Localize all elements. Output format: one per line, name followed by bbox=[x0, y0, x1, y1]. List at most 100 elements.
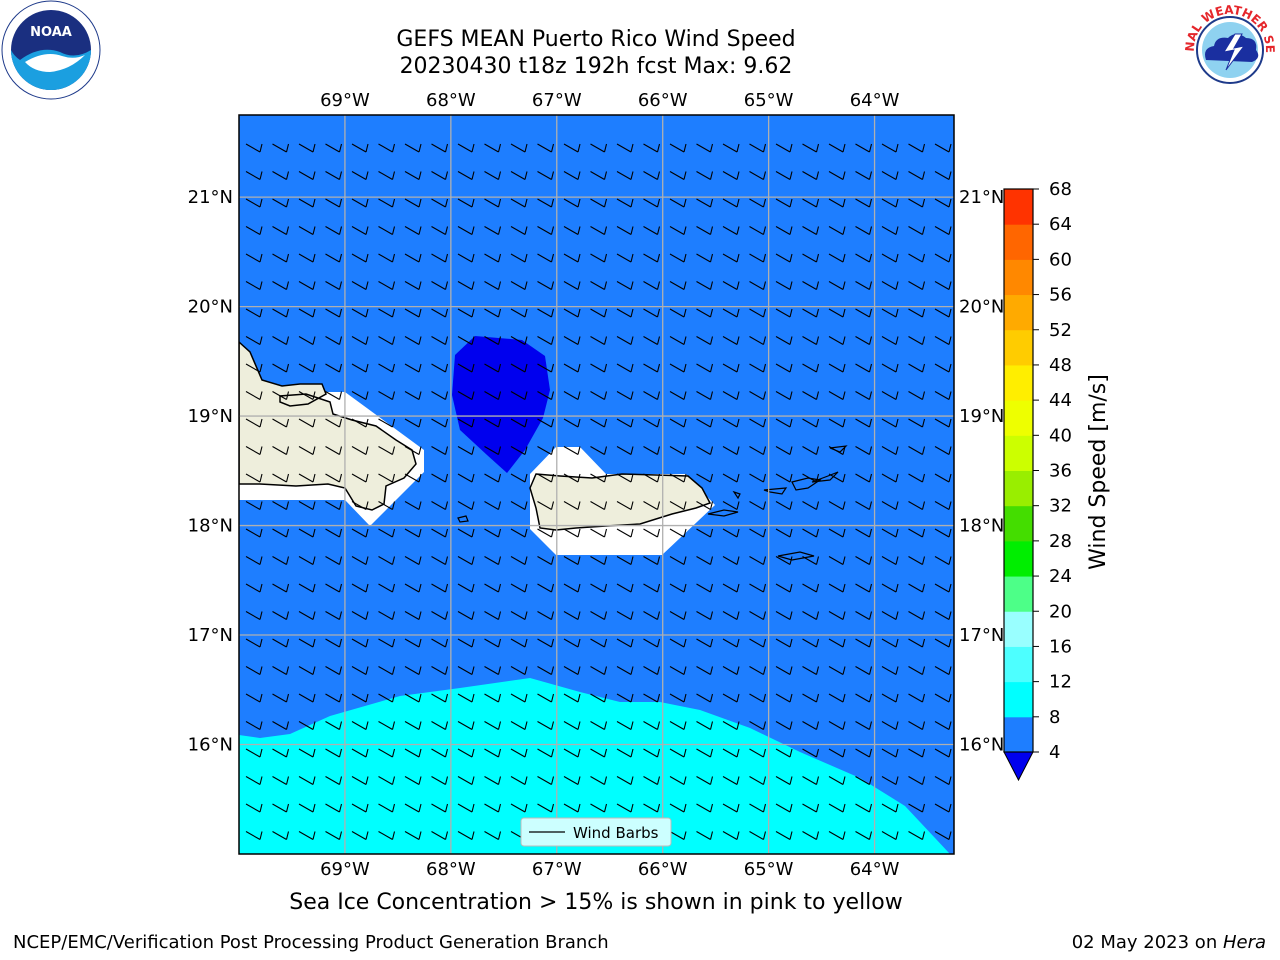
wind-barb bbox=[775, 528, 793, 538]
wind-barb bbox=[696, 666, 714, 675]
wind-barb bbox=[934, 391, 952, 400]
wind-barb bbox=[563, 363, 581, 373]
wind-barb bbox=[404, 253, 422, 263]
colorbar-tick-label: 20 bbox=[1049, 601, 1072, 622]
lat-tick-label: 20°N bbox=[188, 297, 233, 318]
wind-barb bbox=[325, 666, 343, 675]
wind-barb bbox=[537, 281, 555, 290]
colorbar-tick-label: 28 bbox=[1049, 531, 1072, 552]
wind-barb bbox=[855, 803, 873, 813]
wind-barb bbox=[457, 583, 475, 593]
wind-barb bbox=[749, 446, 767, 455]
wind-barb bbox=[457, 473, 475, 483]
wind-barb bbox=[431, 336, 449, 345]
map-frame bbox=[238, 114, 955, 855]
wind-barb bbox=[616, 611, 634, 620]
wind-barb bbox=[537, 666, 555, 675]
wind-barb bbox=[908, 281, 926, 290]
wind-barb bbox=[669, 611, 687, 620]
wind-barb bbox=[908, 253, 926, 263]
wind-barb bbox=[537, 363, 555, 373]
wind-barb bbox=[351, 501, 369, 510]
wind-barb bbox=[378, 666, 396, 675]
wind-barb bbox=[616, 391, 634, 400]
wind-barb bbox=[378, 638, 396, 648]
wind-barb bbox=[272, 556, 290, 565]
wind-barb bbox=[431, 308, 449, 318]
wind-barb bbox=[722, 638, 740, 648]
wind-barb bbox=[378, 556, 396, 565]
wind-barb bbox=[749, 611, 767, 620]
wind-barb bbox=[272, 198, 290, 208]
wind-barb bbox=[749, 418, 767, 428]
wind-barb bbox=[643, 638, 661, 648]
wind-barb bbox=[881, 171, 899, 180]
colorbar-tick-label: 44 bbox=[1049, 390, 1072, 411]
wind-barb bbox=[272, 611, 290, 620]
wind-barb bbox=[431, 803, 449, 813]
wind-barb bbox=[722, 143, 740, 153]
colorbar-tick-label: 40 bbox=[1049, 425, 1072, 446]
wind-barb bbox=[378, 446, 396, 455]
wind-barb bbox=[351, 776, 369, 785]
wind-barb bbox=[510, 721, 528, 730]
high-wind-contour bbox=[239, 678, 950, 854]
wind-barb bbox=[669, 748, 687, 758]
wind-barb bbox=[563, 198, 581, 208]
lat-tick-label: 16°N bbox=[188, 735, 233, 756]
wind-barb bbox=[855, 446, 873, 455]
wind-barb bbox=[802, 583, 820, 593]
wind-barb bbox=[775, 693, 793, 703]
wind-barb bbox=[245, 666, 263, 675]
wind-barb bbox=[802, 721, 820, 730]
wind-barb bbox=[828, 143, 846, 153]
wind-barb bbox=[828, 638, 846, 648]
wind-barb bbox=[749, 638, 767, 648]
wind-barb bbox=[404, 638, 422, 648]
wind-barb bbox=[378, 776, 396, 785]
wind-barb bbox=[325, 446, 343, 455]
wind-barb bbox=[934, 528, 952, 538]
wind-barb bbox=[908, 171, 926, 180]
colorbar-band bbox=[1004, 716, 1033, 753]
wind-barb bbox=[245, 226, 263, 235]
wind-barb bbox=[590, 418, 608, 428]
wind-barb bbox=[802, 776, 820, 785]
wind-barb bbox=[537, 528, 555, 538]
wind-barb bbox=[775, 363, 793, 373]
wind-barb bbox=[696, 638, 714, 648]
wind-barb bbox=[325, 776, 343, 785]
wind-barb bbox=[775, 226, 793, 235]
wind-barb bbox=[643, 391, 661, 400]
wind-barb bbox=[802, 308, 820, 318]
wind-barb bbox=[749, 831, 767, 840]
wind-barb bbox=[351, 666, 369, 675]
wind-barb bbox=[245, 418, 263, 428]
wind-barb bbox=[457, 611, 475, 620]
wind-barb bbox=[749, 693, 767, 703]
wind-barb bbox=[828, 748, 846, 758]
wind-barb bbox=[404, 363, 422, 373]
nws-logo: NATIONAL WEATHER SERVICE bbox=[1180, 0, 1277, 97]
wind-barb bbox=[881, 611, 899, 620]
wind-barb bbox=[590, 556, 608, 565]
wind-barb bbox=[643, 363, 661, 373]
wind-barb bbox=[537, 336, 555, 345]
wind-barb bbox=[404, 831, 422, 840]
wind-barb bbox=[828, 556, 846, 565]
wind-barb bbox=[855, 776, 873, 785]
wind-barb bbox=[484, 336, 502, 345]
wind-barb bbox=[431, 638, 449, 648]
wind-barb bbox=[855, 638, 873, 648]
colorbar-band bbox=[1004, 224, 1033, 260]
wind-barb bbox=[616, 253, 634, 263]
wind-barb bbox=[378, 253, 396, 263]
wind-barb bbox=[696, 198, 714, 208]
wind-barb bbox=[616, 776, 634, 785]
wind-barb bbox=[457, 363, 475, 373]
wind-barb bbox=[934, 143, 952, 153]
wind-barb bbox=[696, 611, 714, 620]
wind-barb bbox=[245, 391, 263, 400]
lat-tick-label: 17°N bbox=[959, 625, 1004, 646]
wind-barb bbox=[325, 418, 343, 428]
